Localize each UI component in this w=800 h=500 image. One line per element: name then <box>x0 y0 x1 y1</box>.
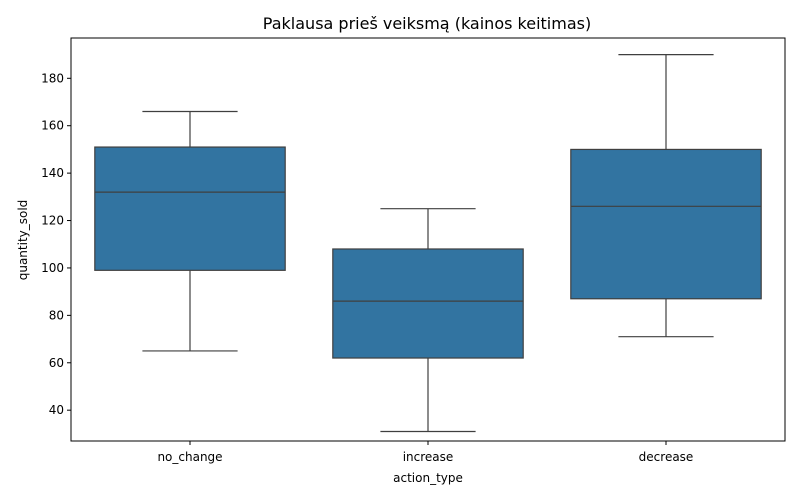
x-tick-label: no_change <box>157 450 222 464</box>
axes: 40 60 80 100 120 140 160 180 no_change increase de… <box>41 37 786 464</box>
box-increase <box>332 208 524 433</box>
y-tick-label: 160 <box>41 119 64 133</box>
x-axis-label: action_type <box>393 471 463 485</box>
box-no_change <box>94 110 286 352</box>
chart-title: Paklausa prieš veiksmą (kainos keitimas) <box>263 14 591 33</box>
iqr-box <box>94 146 286 271</box>
y-tick-label: 140 <box>41 166 64 180</box>
y-axis-label: quantity_sold <box>16 200 30 281</box>
y-tick-label: 120 <box>41 214 64 228</box>
x-tick-label: increase <box>403 450 454 464</box>
y-tick-label: 180 <box>41 71 64 85</box>
y-tick-label: 60 <box>49 356 64 370</box>
plot-area <box>94 53 762 433</box>
iqr-box <box>332 248 524 359</box>
box-decrease <box>570 53 762 338</box>
x-tick-label: decrease <box>639 450 694 464</box>
y-tick-label: 80 <box>49 308 64 322</box>
iqr-box <box>570 148 762 300</box>
y-tick-label: 40 <box>49 403 64 417</box>
y-tick-label: 100 <box>41 261 64 275</box>
